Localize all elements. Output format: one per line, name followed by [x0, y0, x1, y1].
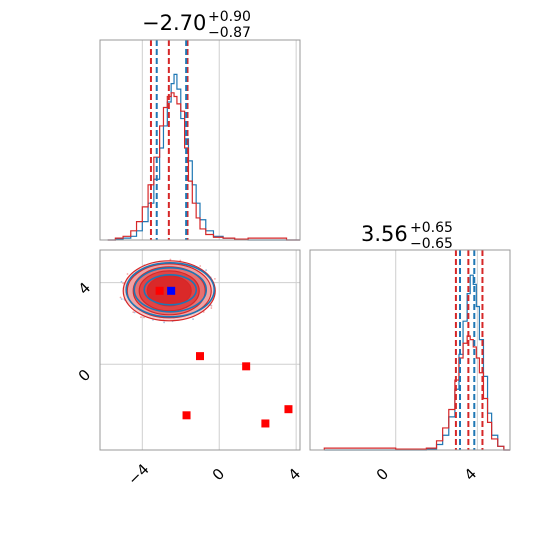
contour-blue	[143, 274, 198, 306]
marker-red	[182, 411, 191, 420]
scatter-point	[192, 318, 194, 321]
title-param0-minus: −0.87	[208, 25, 251, 41]
histogram-series	[323, 335, 510, 451]
title-param1: 3.56 +0.65 −0.65	[361, 220, 453, 252]
param1-x-ticks: 0 4	[373, 465, 480, 484]
y-tick-label: 4	[75, 279, 94, 298]
scatter-point	[163, 321, 166, 324]
marker-red	[261, 419, 270, 428]
scatter-point	[205, 269, 208, 272]
title-param0-plus: +0.90	[208, 9, 251, 25]
scatter-point	[119, 296, 122, 299]
scatter-point	[133, 311, 136, 314]
panel-frame	[99, 249, 301, 451]
panel-frame	[309, 249, 511, 451]
contour-blue	[133, 267, 208, 313]
marker-red	[196, 352, 204, 361]
scatter-point	[122, 282, 125, 285]
y-tick-label: 0	[75, 366, 94, 385]
scatter-point	[169, 258, 172, 261]
scatter-point	[143, 316, 145, 319]
joint-scatter-panel	[99, 249, 301, 451]
x-tick-label: 0	[373, 465, 392, 484]
contour-blue	[125, 262, 216, 318]
x-tick-label: 0	[209, 465, 228, 484]
title-param0: −2.70 +0.90 −0.87	[142, 9, 251, 41]
scatter-point	[210, 307, 213, 309]
param0-histogram-panel	[99, 39, 301, 241]
title-param0-median: −2.70	[142, 11, 206, 35]
title-param1-median: 3.56	[361, 222, 408, 246]
marker-red	[155, 286, 164, 295]
histogram-series	[324, 274, 510, 451]
panel-frame	[99, 39, 301, 241]
x-tick-label: 4	[461, 465, 480, 484]
marker-blue	[167, 286, 176, 295]
param1-histogram-panel	[309, 249, 511, 451]
title-param1-minus: −0.65	[410, 236, 453, 252]
joint-y-ticks: 0 4	[75, 279, 94, 385]
scatter-point	[120, 280, 123, 283]
scatter-point	[126, 273, 129, 275]
histogram-series	[107, 73, 300, 241]
marker-red	[242, 362, 251, 371]
marker-red	[284, 405, 293, 414]
x-tick-label: 4	[285, 465, 304, 484]
scatter-point	[199, 265, 202, 267]
scatter-point	[140, 316, 142, 319]
scatter-point	[214, 277, 216, 280]
x-tick-label: −4	[124, 460, 152, 488]
scatter-point	[120, 298, 123, 300]
joint-x-ticks: −4 0 4	[124, 460, 304, 488]
scatter-point	[132, 311, 135, 314]
histogram-series	[107, 92, 300, 241]
title-param1-plus: +0.65	[410, 220, 453, 236]
